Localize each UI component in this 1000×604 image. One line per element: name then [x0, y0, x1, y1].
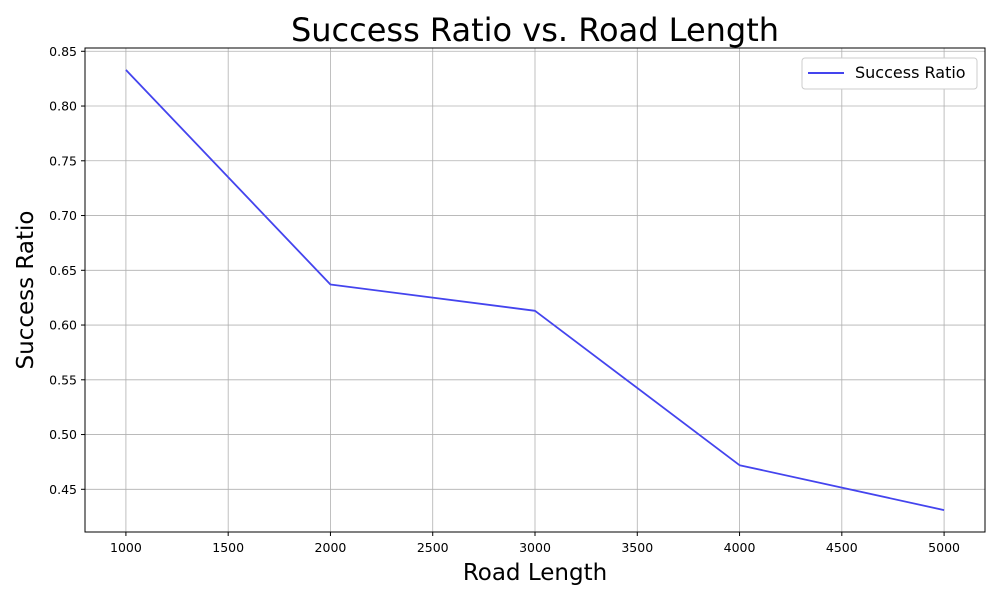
x-tick-label: 3000	[519, 540, 551, 555]
y-tick-label: 0.65	[49, 263, 77, 278]
y-axis-label: Success Ratio	[13, 211, 39, 370]
series-layer	[125, 69, 945, 511]
chart-title: Success Ratio vs. Road Length	[291, 11, 779, 49]
legend: Success Ratio	[801, 57, 978, 90]
y-tick-label: 0.55	[49, 372, 77, 387]
y-tick-label: 0.50	[49, 427, 77, 442]
x-tick-label: 3500	[621, 540, 653, 555]
y-tick-label: 0.75	[49, 153, 77, 168]
x-axis-label: Road Length	[463, 560, 607, 586]
y-tick-label: 0.45	[49, 482, 77, 497]
y-tick-label: 0.70	[49, 208, 77, 223]
series-line	[125, 69, 945, 511]
x-tick-label: 1500	[212, 540, 244, 555]
y-tick-label: 0.85	[49, 44, 77, 59]
y-axis-ticks: 0.45 0.50 0.55 0.60 0.65 0.70 0.75 0.80 0.85	[49, 44, 85, 497]
y-tick-label: 0.60	[49, 318, 77, 333]
x-tick-label: 5000	[928, 540, 960, 555]
x-tick-label: 1000	[110, 540, 142, 555]
x-tick-label: 4000	[724, 540, 756, 555]
legend-label: Success Ratio	[855, 63, 966, 82]
legend-box	[801, 57, 978, 90]
x-tick-label: 4500	[826, 540, 858, 555]
grid-lines	[85, 48, 985, 532]
x-tick-label: 2000	[315, 540, 347, 555]
y-tick-label: 0.80	[49, 99, 77, 114]
x-tick-label: 2500	[417, 540, 449, 555]
x-axis-ticks: 1000 1500 2000 2500 3000 3500 4000 4500 5000	[110, 532, 960, 555]
